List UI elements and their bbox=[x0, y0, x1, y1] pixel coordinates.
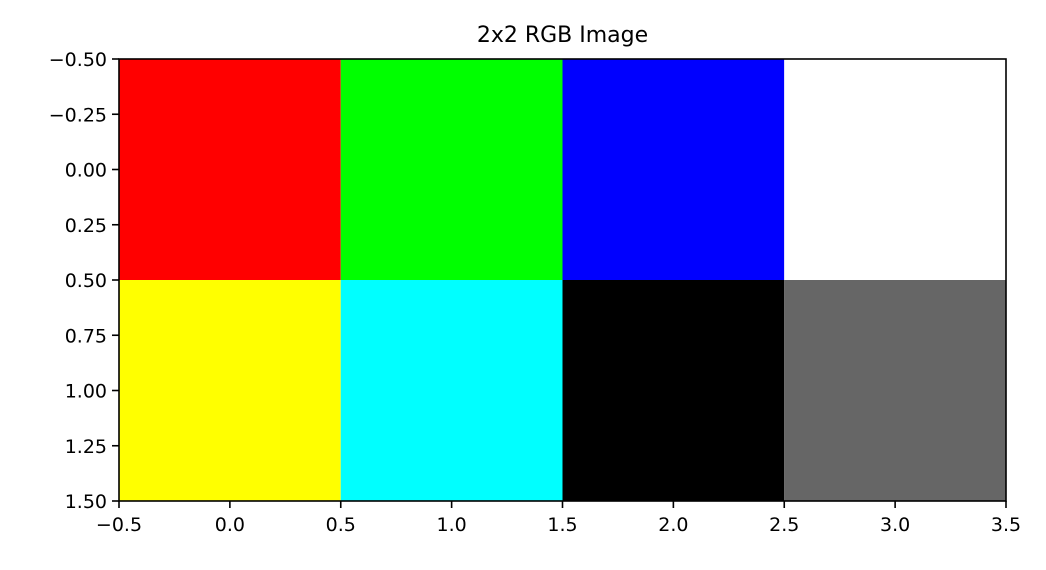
y-tick-label: −0.25 bbox=[49, 104, 107, 126]
y-tick-label: 0.75 bbox=[65, 325, 107, 347]
y-axis-ticks: −0.50 −0.25 0.00 0.25 0.50 0.75 1.00 1.25 1.50 bbox=[49, 49, 119, 513]
x-tick-label: 0.0 bbox=[215, 514, 245, 536]
image-cell-r1-c2 bbox=[562, 280, 785, 501]
x-tick-label: 1.0 bbox=[437, 514, 467, 536]
y-tick-label: 0.50 bbox=[65, 270, 107, 292]
y-tick-label: 1.25 bbox=[65, 436, 107, 458]
image-cells bbox=[119, 59, 1006, 501]
image-cell-r0-c0 bbox=[119, 59, 341, 280]
image-cell-r1-c1 bbox=[340, 280, 563, 501]
x-tick-label: −0.5 bbox=[96, 514, 142, 536]
y-tick-label: −0.50 bbox=[49, 49, 107, 71]
x-tick-label: 1.5 bbox=[547, 514, 577, 536]
x-tick-label: 3.5 bbox=[991, 514, 1021, 536]
y-tick-label: 1.50 bbox=[65, 491, 107, 513]
image-cell-r0-c1 bbox=[340, 59, 563, 280]
x-axis-ticks: −0.5 0.0 0.5 1.0 1.5 2.0 2.5 3.0 3.5 bbox=[96, 501, 1021, 536]
y-tick-label: 1.00 bbox=[65, 381, 107, 403]
image-cell-r1-c3 bbox=[784, 280, 1006, 501]
x-tick-label: 2.5 bbox=[769, 514, 799, 536]
chart-title: 2x2 RGB Image bbox=[477, 23, 648, 48]
image-cell-r0-c2 bbox=[562, 59, 785, 280]
x-tick-label: 2.0 bbox=[658, 514, 688, 536]
image-cell-r0-c3 bbox=[784, 59, 1006, 280]
y-tick-label: 0.25 bbox=[65, 215, 107, 237]
y-tick-label: 0.00 bbox=[65, 160, 107, 182]
x-tick-label: 0.5 bbox=[326, 514, 356, 536]
image-cell-r1-c0 bbox=[119, 280, 341, 501]
x-tick-label: 3.0 bbox=[880, 514, 910, 536]
